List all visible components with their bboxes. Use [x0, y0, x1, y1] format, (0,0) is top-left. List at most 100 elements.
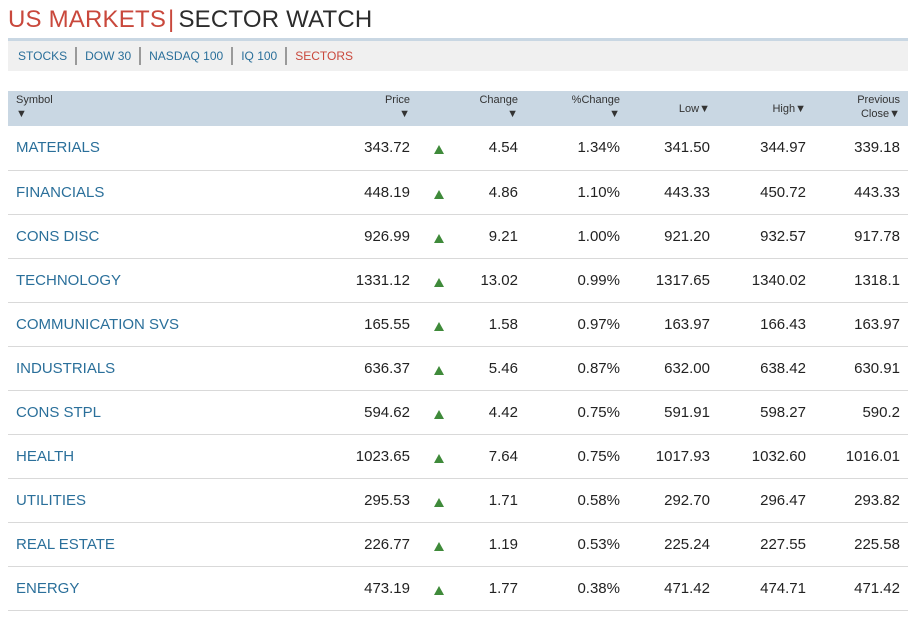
sort-arrow-icon[interactable]: ▼	[699, 102, 710, 115]
title-sector-watch: SECTOR WATCH	[178, 6, 373, 33]
direction-cell	[418, 346, 460, 390]
up-arrow-icon	[434, 145, 444, 155]
col-price[interactable]: Price ▼	[336, 91, 418, 126]
change-cell: 4.86	[488, 183, 518, 201]
sort-arrow-icon[interactable]: ▼	[399, 108, 410, 120]
direction-cell	[418, 126, 460, 170]
table-header: Symbol ▼ Price ▼ Change ▼ %Change ▼ Low▼…	[8, 91, 908, 126]
title-separator: |	[168, 6, 175, 33]
price-cell: 1331.12	[355, 271, 410, 289]
previous-close-cell: 339.18	[854, 139, 900, 157]
pct-change-cell: 0.38%	[577, 579, 620, 597]
up-arrow-icon	[434, 585, 444, 595]
title-us-markets: US MARKETS	[8, 6, 167, 33]
col-low[interactable]: Low▼	[628, 91, 718, 126]
col-symbol[interactable]: Symbol ▼	[8, 91, 336, 126]
symbol-link[interactable]: COMMUNICATION SVS	[16, 315, 180, 333]
sort-arrow-icon[interactable]: ▼	[507, 108, 518, 120]
sort-arrow-icon[interactable]: ▼	[795, 102, 806, 115]
market-tabs: STOCKS DOW 30 NASDAQ 100 IQ 100 SECTORS	[8, 41, 908, 71]
high-cell: 598.27	[760, 403, 806, 421]
pct-change-cell: 1.34%	[577, 139, 620, 157]
high-cell: 166.43	[760, 315, 806, 333]
symbol-link[interactable]: REAL ESTATE	[16, 535, 115, 553]
price-cell: 594.62	[364, 403, 410, 421]
sort-arrow-icon[interactable]: ▼	[16, 108, 27, 120]
tab-nasdaq-100[interactable]: NASDAQ 100	[141, 47, 234, 65]
low-cell: 292.70	[664, 491, 710, 509]
col-pct-change[interactable]: %Change ▼	[526, 91, 628, 126]
sector-table: Symbol ▼ Price ▼ Change ▼ %Change ▼ Low▼…	[8, 91, 908, 611]
tab-sectors[interactable]: SECTORS	[295, 49, 354, 63]
col-high[interactable]: High▼	[718, 91, 814, 126]
symbol-link[interactable]: CONS STPL	[16, 403, 102, 421]
change-cell: 4.42	[488, 403, 518, 421]
low-cell: 225.24	[664, 535, 710, 553]
direction-cell	[418, 434, 460, 478]
symbol-link[interactable]: TECHNOLOGY	[16, 271, 122, 289]
symbol-link[interactable]: UTILITIES	[16, 491, 87, 509]
col-change[interactable]: Change ▼	[460, 91, 526, 126]
tab-stocks[interactable]: STOCKS	[10, 47, 78, 65]
low-cell: 591.91	[664, 403, 710, 421]
price-cell: 1023.65	[355, 447, 410, 465]
pct-change-cell: 0.97%	[577, 315, 620, 333]
up-arrow-icon	[434, 409, 444, 419]
pct-change-cell: 0.53%	[577, 535, 620, 553]
low-cell: 921.20	[664, 227, 710, 245]
change-cell: 7.64	[488, 447, 518, 465]
direction-cell	[418, 522, 460, 566]
table-row: HEALTH 1023.65 7.64 0.75% 1017.93 1032.60 1016…	[8, 434, 908, 478]
direction-cell	[418, 566, 460, 610]
tab-iq-100[interactable]: IQ 100	[233, 47, 288, 65]
table-row: REAL ESTATE 226.77 1.19 0.53% 225.24 227.55 22…	[8, 522, 908, 566]
change-cell: 13.02	[480, 271, 518, 289]
symbol-link[interactable]: FINANCIALS	[16, 183, 105, 201]
col-change-label: Change	[479, 94, 518, 106]
previous-close-cell: 443.33	[854, 183, 900, 201]
change-cell: 1.77	[488, 579, 518, 597]
up-arrow-icon	[434, 541, 444, 551]
table-row: ENERGY 473.19 1.77 0.38% 471.42 474.71 471.42	[8, 566, 908, 610]
symbol-link[interactable]: CONS DISC	[16, 227, 100, 245]
price-cell: 343.72	[364, 139, 410, 157]
previous-close-cell: 471.42	[854, 579, 900, 597]
up-arrow-icon	[434, 365, 444, 375]
pct-change-cell: 0.99%	[577, 271, 620, 289]
col-close-label: Close	[860, 108, 890, 120]
direction-cell	[418, 170, 460, 214]
symbol-link[interactable]: INDUSTRIALS	[16, 359, 116, 377]
col-previous-close[interactable]: Previous Close▼	[814, 91, 908, 126]
direction-cell	[418, 390, 460, 434]
col-previous-label: Previous	[857, 94, 900, 106]
sort-arrow-icon[interactable]: ▼	[609, 108, 620, 120]
direction-cell	[418, 214, 460, 258]
price-cell: 926.99	[364, 227, 410, 245]
low-cell: 1017.93	[655, 447, 710, 465]
sort-arrow-icon[interactable]: ▼	[889, 108, 900, 120]
up-arrow-icon	[434, 277, 444, 287]
tab-dow-30[interactable]: DOW 30	[77, 47, 142, 65]
change-cell: 1.58	[488, 315, 518, 333]
col-symbol-label: Symbol	[16, 94, 53, 106]
previous-close-cell: 917.78	[854, 227, 900, 245]
pct-change-cell: 0.75%	[577, 447, 620, 465]
header-divider	[8, 38, 908, 41]
symbol-link[interactable]: MATERIALS	[16, 139, 100, 157]
change-cell: 9.21	[488, 227, 518, 245]
page-title: US MARKETS| SECTOR WATCH	[8, 6, 372, 36]
pct-change-cell: 0.58%	[577, 491, 620, 509]
up-arrow-icon	[434, 189, 444, 199]
pct-change-cell: 1.00%	[577, 227, 620, 245]
table-row: FINANCIALS 448.19 4.86 1.10% 443.33 450.72 443…	[8, 170, 908, 214]
table-row: TECHNOLOGY 1331.12 13.02 0.99% 1317.65 1340.0…	[8, 258, 908, 302]
table-row: COMMUNICATION SVS 165.55 1.58 0.97% 163.97 16…	[8, 302, 908, 346]
low-cell: 443.33	[664, 183, 710, 201]
high-cell: 638.42	[760, 359, 806, 377]
table-row: CONS STPL 594.62 4.42 0.75% 591.91 598.27 590.…	[8, 390, 908, 434]
pct-change-cell: 0.87%	[577, 359, 620, 377]
high-cell: 1340.02	[751, 271, 806, 289]
symbol-link[interactable]: HEALTH	[16, 447, 75, 465]
previous-close-cell: 1318.1	[854, 271, 900, 289]
symbol-link[interactable]: ENERGY	[16, 579, 80, 597]
